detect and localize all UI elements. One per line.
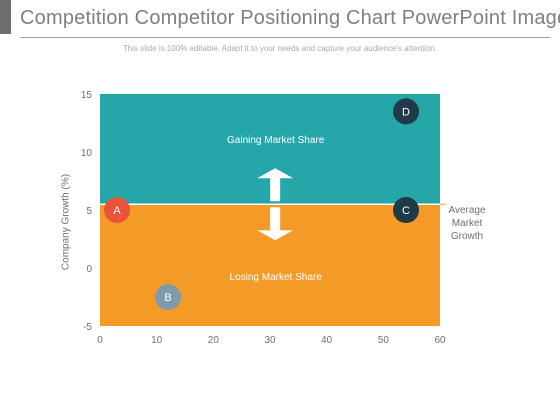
- point-a-label: A: [113, 205, 121, 217]
- x-tick-label: 30: [264, 335, 276, 346]
- point-b: [155, 284, 181, 310]
- point-c-label: C: [402, 205, 410, 217]
- arrow-up-icon: [257, 168, 294, 202]
- x-tick-label: 60: [434, 335, 446, 346]
- gaining-market-share-zone: [100, 94, 440, 205]
- x-tick-label: 10: [151, 335, 163, 346]
- y-tick-label: 0: [86, 264, 92, 275]
- page-subtitle: This slide is 100% editable. Adapt it to…: [122, 44, 438, 53]
- title-divider: [20, 37, 550, 38]
- average-market-growth-label: Average Market Growth: [448, 205, 486, 242]
- page-title: Competition Competitor Positioning Chart…: [20, 7, 560, 29]
- y-tick-label: 15: [81, 90, 93, 101]
- x-tick-label: 40: [321, 335, 333, 346]
- point-b-label: B: [164, 292, 171, 304]
- gaining-market-share-label: Gaining Market Share: [227, 135, 325, 146]
- y-axis-label: Company Growth (%): [60, 173, 72, 271]
- title-bar: Competition Competitor Positioning Chart…: [0, 0, 560, 40]
- losing-market-share-zone: [100, 204, 440, 326]
- losing-market-share-label: Losing Market Share: [230, 272, 323, 283]
- point-a: [104, 197, 130, 223]
- y-tick-label: 10: [81, 148, 93, 159]
- point-c: [393, 197, 419, 223]
- y-tick-label: 5: [86, 206, 92, 217]
- point-d: [393, 98, 419, 125]
- y-tick-label: -5: [83, 322, 92, 333]
- point-d-label: D: [402, 106, 410, 118]
- x-tick-label: 50: [378, 335, 390, 346]
- title-accent-bar: [0, 0, 11, 34]
- x-tick-label: 0: [97, 335, 103, 346]
- arrow-down-icon: [257, 207, 294, 241]
- x-tick-label: 20: [208, 335, 220, 346]
